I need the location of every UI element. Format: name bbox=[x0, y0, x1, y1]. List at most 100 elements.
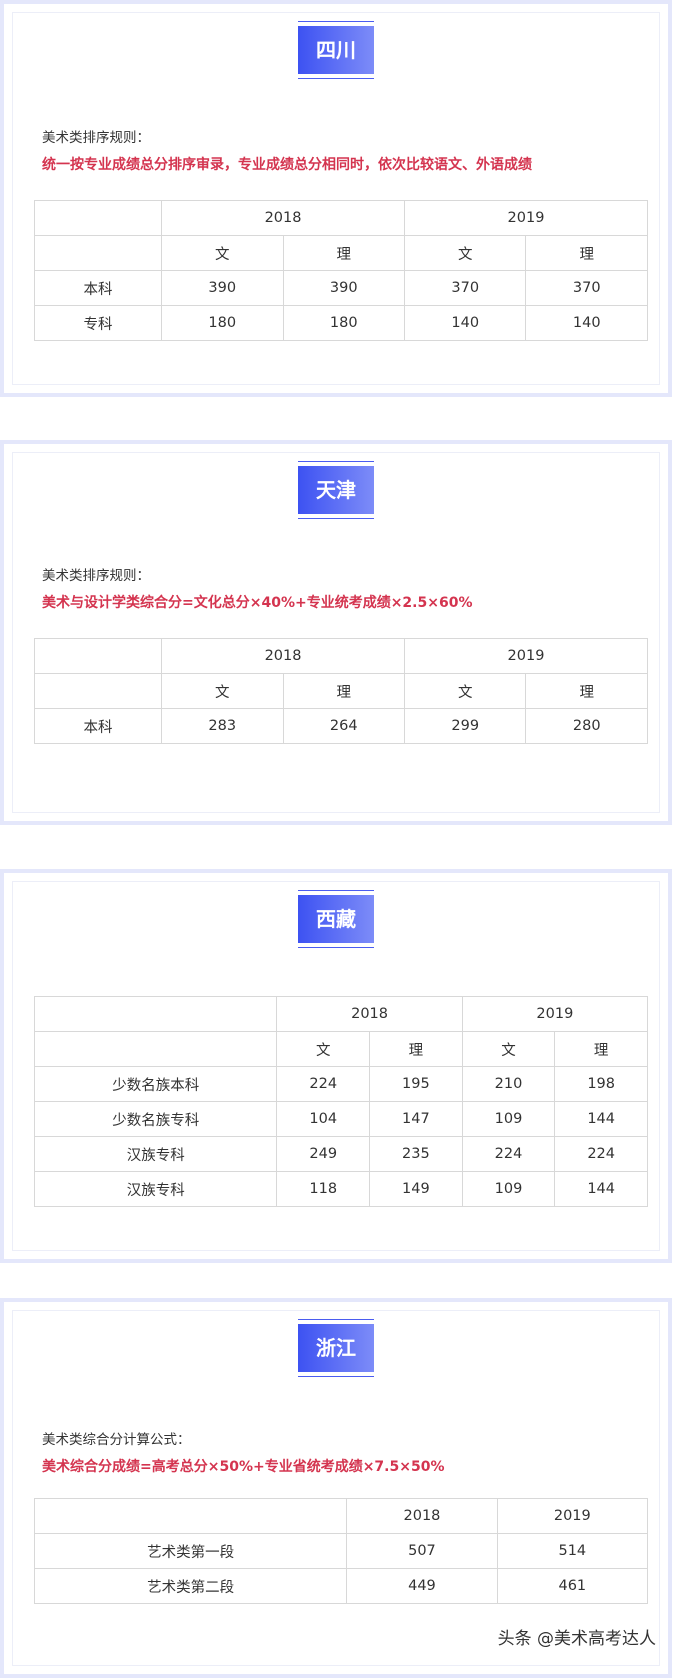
rule: 美术类综合分计算公式： 美术综合分成绩=高考总分×50%+专业省统考成绩×7.5×… bbox=[42, 1428, 444, 1476]
data-row: 少数名族专科 104 147 109 144 bbox=[33, 1101, 648, 1137]
section: 天津美术类排序规则： 美术与设计学类综合分=文化总分×40%+专业统考成绩×2.5… bbox=[0, 440, 672, 825]
row-label: 汉族专科 bbox=[33, 1171, 278, 1207]
score-cell: 147 bbox=[369, 1101, 463, 1137]
header-row: 2018 2019 bbox=[33, 200, 648, 236]
empty-cell bbox=[33, 235, 163, 271]
subject-header: 理 bbox=[282, 235, 406, 271]
row-label: 少数名族专科 bbox=[33, 1101, 278, 1137]
score-cell: 264 bbox=[282, 708, 406, 744]
section-inner bbox=[12, 452, 660, 813]
title-wrap: 西藏 bbox=[4, 890, 668, 948]
data-row: 本科 283 264 299 280 bbox=[33, 708, 648, 744]
subject-header: 理 bbox=[554, 1031, 648, 1067]
subject-header: 理 bbox=[282, 673, 406, 709]
title-wrap: 天津 bbox=[4, 461, 668, 519]
score-cell: 249 bbox=[276, 1136, 371, 1172]
row-label: 艺术类第二段 bbox=[33, 1568, 348, 1604]
data-row: 本科 390 390 370 370 bbox=[33, 270, 648, 306]
score-cell: 210 bbox=[461, 1066, 556, 1102]
data-row: 汉族专科 249 235 224 224 bbox=[33, 1136, 648, 1172]
data-row: 专科 180 180 140 140 bbox=[33, 305, 648, 341]
rule-text: 统一按专业成绩总分排序审录，专业成绩总分相同时，依次比较语文、外语成绩 bbox=[42, 157, 532, 173]
section: 西藏 2018 2019 文理文理少数名族本科 224 195 210 198 少数名族专科 10… bbox=[0, 869, 672, 1263]
data-row: 艺术类第二段 449 461 bbox=[33, 1568, 649, 1604]
subject-header: 文 bbox=[403, 235, 527, 271]
score-cell: 109 bbox=[461, 1171, 556, 1207]
score-cell: 180 bbox=[282, 305, 406, 341]
score-cell: 390 bbox=[282, 270, 406, 306]
watermark: 头条 @美术高考达人 bbox=[497, 1629, 656, 1649]
year-header: 2019 bbox=[496, 1498, 649, 1534]
score-cell: 118 bbox=[276, 1171, 371, 1207]
score-cell: 224 bbox=[276, 1066, 371, 1102]
section: 浙江美术类综合分计算公式： 美术综合分成绩=高考总分×50%+专业省统考成绩×7.… bbox=[0, 1298, 672, 1678]
score-cell: 370 bbox=[525, 270, 648, 306]
subject-header: 文 bbox=[461, 1031, 556, 1067]
score-cell: 370 bbox=[403, 270, 527, 306]
year-header: 2019 bbox=[404, 638, 648, 674]
data-row: 汉族专科 118 149 109 144 bbox=[33, 1171, 648, 1207]
score-cell: 195 bbox=[369, 1066, 463, 1102]
score-cell: 198 bbox=[554, 1066, 648, 1102]
subject-header: 理 bbox=[525, 235, 648, 271]
row-label: 汉族专科 bbox=[33, 1136, 278, 1172]
year-header: 2019 bbox=[404, 200, 648, 236]
subheader-row: 文理文理 bbox=[33, 235, 648, 271]
section-inner bbox=[12, 12, 660, 385]
score-cell: 104 bbox=[276, 1101, 371, 1137]
subheader-row: 文理文理 bbox=[33, 673, 648, 709]
title-wrap: 浙江 bbox=[4, 1319, 668, 1377]
score-cell: 390 bbox=[161, 270, 284, 306]
row-label: 本科 bbox=[33, 270, 163, 306]
header-row: 2018 2019 bbox=[33, 996, 649, 1032]
year-header: 2018 bbox=[161, 200, 405, 236]
year-header: 2019 bbox=[461, 996, 649, 1032]
empty-cell bbox=[33, 200, 163, 236]
section: 四川美术类排序规则： 统一按专业成绩总分排序审录，专业成绩总分相同时，依次比较语文… bbox=[0, 0, 672, 397]
rule: 美术类排序规则： 美术与设计学类综合分=文化总分×40%+专业统考成绩×2.5×6… bbox=[42, 564, 472, 612]
subject-header: 文 bbox=[161, 673, 284, 709]
year-header: 2018 bbox=[346, 1498, 498, 1534]
score-cell: 280 bbox=[525, 708, 648, 744]
rule-label: 美术类综合分计算公式： bbox=[42, 1432, 191, 1448]
section-inner bbox=[12, 1310, 660, 1666]
section-inner bbox=[12, 881, 660, 1251]
score-cell: 109 bbox=[461, 1101, 556, 1137]
rule-text: 美术综合分成绩=高考总分×50%+专业省统考成绩×7.5×50% bbox=[42, 1459, 445, 1475]
header-row: 2018 2019 bbox=[33, 638, 648, 674]
row-label: 少数名族本科 bbox=[33, 1066, 278, 1102]
row-label: 艺术类第一段 bbox=[33, 1533, 348, 1569]
data-row: 艺术类第一段 507 514 bbox=[33, 1533, 649, 1569]
score-cell: 514 bbox=[496, 1533, 649, 1569]
score-cell: 507 bbox=[346, 1533, 498, 1569]
data-row: 少数名族本科 224 195 210 198 bbox=[33, 1066, 648, 1102]
score-cell: 224 bbox=[461, 1136, 556, 1172]
score-cell: 149 bbox=[369, 1171, 463, 1207]
score-cell: 283 bbox=[161, 708, 284, 744]
score-cell: 224 bbox=[554, 1136, 648, 1172]
year-header: 2018 bbox=[276, 996, 463, 1032]
score-cell: 449 bbox=[346, 1568, 498, 1604]
row-label: 专科 bbox=[33, 305, 163, 341]
rule-text: 美术与设计学类综合分=文化总分×40%+专业统考成绩×2.5×60% bbox=[42, 595, 473, 611]
subject-header: 理 bbox=[369, 1031, 463, 1067]
score-table: 2018 2019 文理文理本科 390 390 370 370 专科 180 180 140 140 bbox=[33, 200, 648, 341]
score-cell: 299 bbox=[403, 708, 527, 744]
section-title: 四川 bbox=[298, 21, 374, 79]
subject-header: 文 bbox=[403, 673, 527, 709]
score-cell: 140 bbox=[525, 305, 648, 341]
section-title: 天津 bbox=[298, 461, 374, 519]
subject-header: 文 bbox=[161, 235, 284, 271]
score-cell: 144 bbox=[554, 1101, 648, 1137]
score-cell: 235 bbox=[369, 1136, 463, 1172]
empty-cell bbox=[33, 673, 163, 709]
rule-label: 美术类排序规则： bbox=[42, 568, 150, 584]
section-title: 西藏 bbox=[298, 890, 374, 948]
subheader-row: 文理文理 bbox=[33, 1031, 648, 1067]
empty-cell bbox=[33, 996, 278, 1032]
score-cell: 140 bbox=[403, 305, 527, 341]
score-cell: 180 bbox=[161, 305, 284, 341]
score-table: 2018 2019 文理文理少数名族本科 224 195 210 198 少数名族专科 104 1… bbox=[33, 996, 649, 1207]
rule: 美术类排序规则： 统一按专业成绩总分排序审录，专业成绩总分相同时，依次比较语文、外… bbox=[42, 126, 532, 174]
